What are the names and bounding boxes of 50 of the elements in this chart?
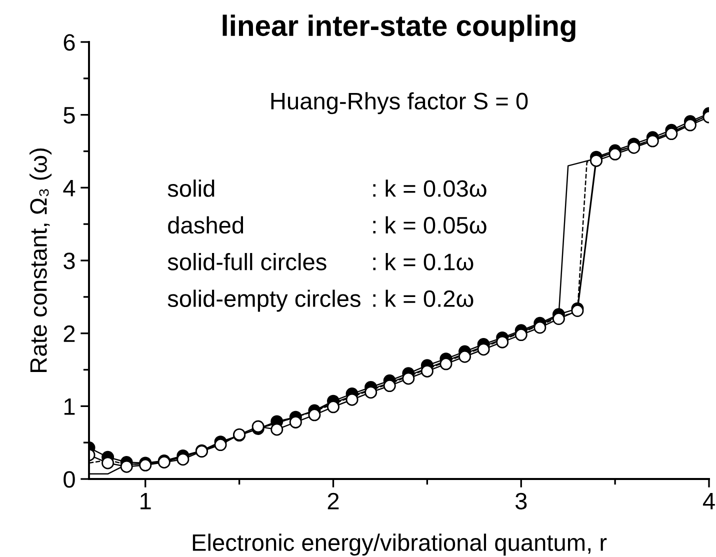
x-tick-label: 4 [702, 493, 715, 510]
annotation: solid-full circles [168, 252, 326, 270]
y-tick-label: 3 [64, 252, 75, 270]
y-tick-label: 1 [64, 398, 75, 415]
point [628, 141, 640, 154]
point [420, 364, 434, 378]
point [402, 372, 415, 385]
point [346, 393, 358, 406]
annotation: : k = 0.1ω [373, 252, 474, 270]
point [214, 438, 227, 452]
point [646, 134, 659, 148]
point [608, 148, 622, 160]
point [120, 460, 133, 473]
point [176, 453, 190, 466]
point [496, 336, 509, 348]
point [684, 118, 696, 132]
annotation: Huang-Rhys factor S = 0 [271, 92, 528, 114]
point [326, 400, 340, 414]
point [552, 312, 565, 326]
annotation: : k = 0.03ω [373, 180, 486, 197]
y-tick-label: 2 [64, 325, 75, 342]
point [364, 386, 378, 399]
annotation: solid [168, 180, 214, 197]
x-tick-label: 1 [140, 493, 151, 510]
y-axis-title: Rate constant, Ω₃ (ω) [30, 148, 52, 372]
point [458, 350, 472, 363]
x-axis-title: Electronic energy/vibrational quantum, r [192, 534, 607, 556]
y-tick-label: 0 [64, 471, 75, 488]
annotation: : k = 0.05ω [373, 216, 486, 234]
y-tick-label: 4 [63, 180, 76, 196]
point [289, 416, 302, 428]
point [514, 328, 528, 342]
point [665, 128, 678, 140]
chart-title: linear inter-state coupling [222, 14, 576, 42]
y-tick-label: 6 [64, 34, 75, 51]
y-tick-label: 5 [64, 107, 75, 124]
annotation: dashed [168, 216, 244, 234]
annotation: : k = 0.2ω [373, 290, 474, 308]
point [440, 358, 452, 370]
point [477, 343, 490, 356]
annotation: solid-empty circles [168, 290, 360, 312]
point [534, 321, 546, 334]
x-tick-label: 3 [515, 492, 527, 510]
point [590, 154, 603, 167]
x-tick-label: 2 [328, 492, 339, 510]
point [102, 456, 114, 470]
point [383, 380, 396, 392]
point [308, 408, 321, 422]
point [270, 423, 284, 436]
point [571, 304, 584, 318]
